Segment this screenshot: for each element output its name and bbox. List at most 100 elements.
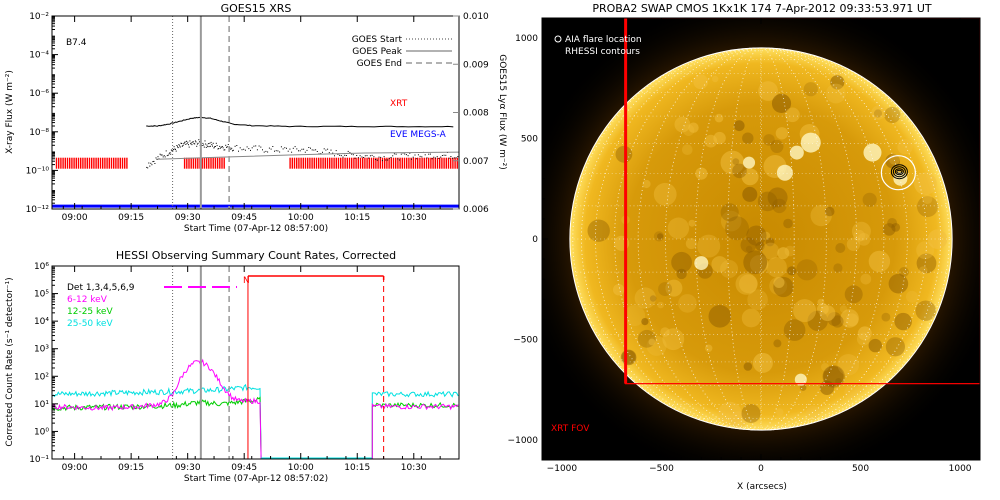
xrt-bar-tick [293, 157, 296, 169]
legend-label-25-50: 25-50 keV [67, 319, 113, 329]
goes-short-point [453, 157, 455, 159]
goes-short-point [150, 162, 152, 164]
xrt-bar-tick [377, 157, 379, 169]
longitude-line [595, 47, 927, 431]
disk-texture [822, 365, 845, 388]
goes-short-point [263, 151, 265, 153]
longitude-line [637, 47, 885, 431]
y-tick-label: 0 [532, 235, 538, 245]
disk-texture [894, 312, 912, 331]
x-tick-label: 09:30 [175, 213, 201, 223]
disk-texture [777, 247, 790, 260]
xrt-bar-tick [190, 157, 192, 169]
goes-short-point [224, 149, 226, 151]
active-region [789, 145, 804, 160]
disk-texture [671, 251, 692, 273]
goes-short-point [182, 145, 184, 146]
active-region [694, 256, 709, 271]
disk-texture [657, 301, 664, 309]
goes-short-point [376, 159, 378, 161]
goes-short-point [232, 150, 233, 152]
disk-texture [676, 268, 687, 280]
legend-label-goes-peak: GOES Peak [352, 47, 402, 57]
disk-texture [922, 193, 933, 204]
xrt-bar-tick [300, 157, 302, 169]
goes-short-point [225, 144, 227, 146]
disk-texture [762, 242, 779, 260]
disk-texture [775, 408, 784, 416]
hessi-after-cyan [371, 390, 459, 459]
disk-texture [807, 310, 828, 331]
goes-short-point [218, 148, 220, 149]
xrt-bar-tick [366, 157, 368, 169]
disk-texture [678, 294, 697, 313]
xrt-bar-tick [313, 157, 315, 169]
goes-short-point [441, 155, 443, 156]
x-tick-label: 0 [758, 464, 764, 474]
goes-short-point [186, 143, 188, 145]
disk-texture [906, 290, 918, 303]
disk-texture [720, 210, 742, 232]
y-tick-label: 10⁻¹⁰ [26, 166, 50, 176]
xrt-bar-tick [75, 157, 77, 169]
xrt-bar-tick [401, 157, 403, 169]
goes-short-point [176, 145, 178, 146]
disk-texture [642, 179, 651, 189]
goes-short-point [292, 147, 294, 149]
disk-texture [796, 259, 818, 281]
goes-short-point [445, 154, 447, 156]
goes-short-point [174, 148, 176, 150]
disk-texture [743, 250, 768, 275]
x-tick-label: 10:30 [401, 213, 427, 223]
xrt-bar-tick [296, 157, 298, 169]
disk-texture [720, 203, 739, 222]
y2-axis-title: GOES15 Lyα Flux (W m⁻²) [497, 54, 507, 170]
goes-short-point [296, 148, 298, 150]
goes-short-point [184, 141, 186, 143]
goes-short-point [424, 154, 426, 156]
goes-short-point [363, 157, 365, 158]
goes-short-point [347, 150, 349, 152]
disk-texture [773, 277, 785, 288]
xrt-bar-tick [307, 157, 309, 169]
lyman-alpha-line [157, 151, 459, 160]
goes-short-point [209, 142, 211, 144]
xrt-bar-tick [311, 157, 313, 169]
disk-texture [799, 384, 807, 391]
goes-short-point [357, 157, 359, 159]
xrt-bar-tick [117, 157, 119, 169]
goes-short-point [344, 154, 346, 156]
longitude-line [695, 47, 827, 431]
goes-short-point [205, 143, 207, 145]
x-tick-label: 09:30 [175, 463, 201, 473]
goes-short-point [179, 145, 181, 147]
goes-short-point [256, 149, 258, 151]
legend-label-goes-end: GOES End [357, 59, 402, 69]
disk-texture [695, 167, 708, 180]
goes-short-point [165, 150, 167, 152]
goes-short-point [197, 142, 199, 144]
goes-short-point [206, 144, 208, 146]
xrt-bar-tick [214, 157, 217, 169]
night-label: N [243, 276, 250, 286]
goes-short-point [443, 154, 445, 156]
goes-short-point [399, 159, 400, 161]
disk-texture [653, 182, 677, 206]
disk-texture [805, 405, 821, 421]
disk-texture [845, 313, 859, 327]
y-tick-label: 10⁶ [34, 262, 49, 272]
goes-short-point [340, 155, 342, 157]
xrt-bar-tick [408, 157, 410, 169]
xrt-bar-tick [412, 157, 414, 169]
xrt-bar-tick [436, 157, 439, 169]
xrt-bar-tick [439, 157, 441, 169]
disk-texture [775, 127, 789, 140]
xrt-bar-tick [430, 157, 432, 169]
disk-texture [868, 338, 882, 353]
goes-short-point [196, 143, 198, 145]
disk-texture [773, 339, 782, 348]
disk-texture [718, 401, 742, 426]
goes-short-point [286, 147, 287, 149]
y2-axis: 0.006 0.007 0.008 0.009 0.010 [453, 12, 489, 215]
xrt-bar-tick [124, 157, 126, 169]
